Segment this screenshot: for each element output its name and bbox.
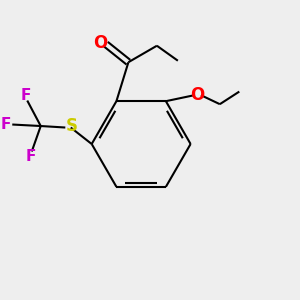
Text: F: F <box>26 149 36 164</box>
Text: F: F <box>21 88 31 103</box>
Text: O: O <box>190 85 205 103</box>
Text: F: F <box>1 117 11 132</box>
Text: S: S <box>65 117 77 135</box>
Text: O: O <box>93 34 108 52</box>
